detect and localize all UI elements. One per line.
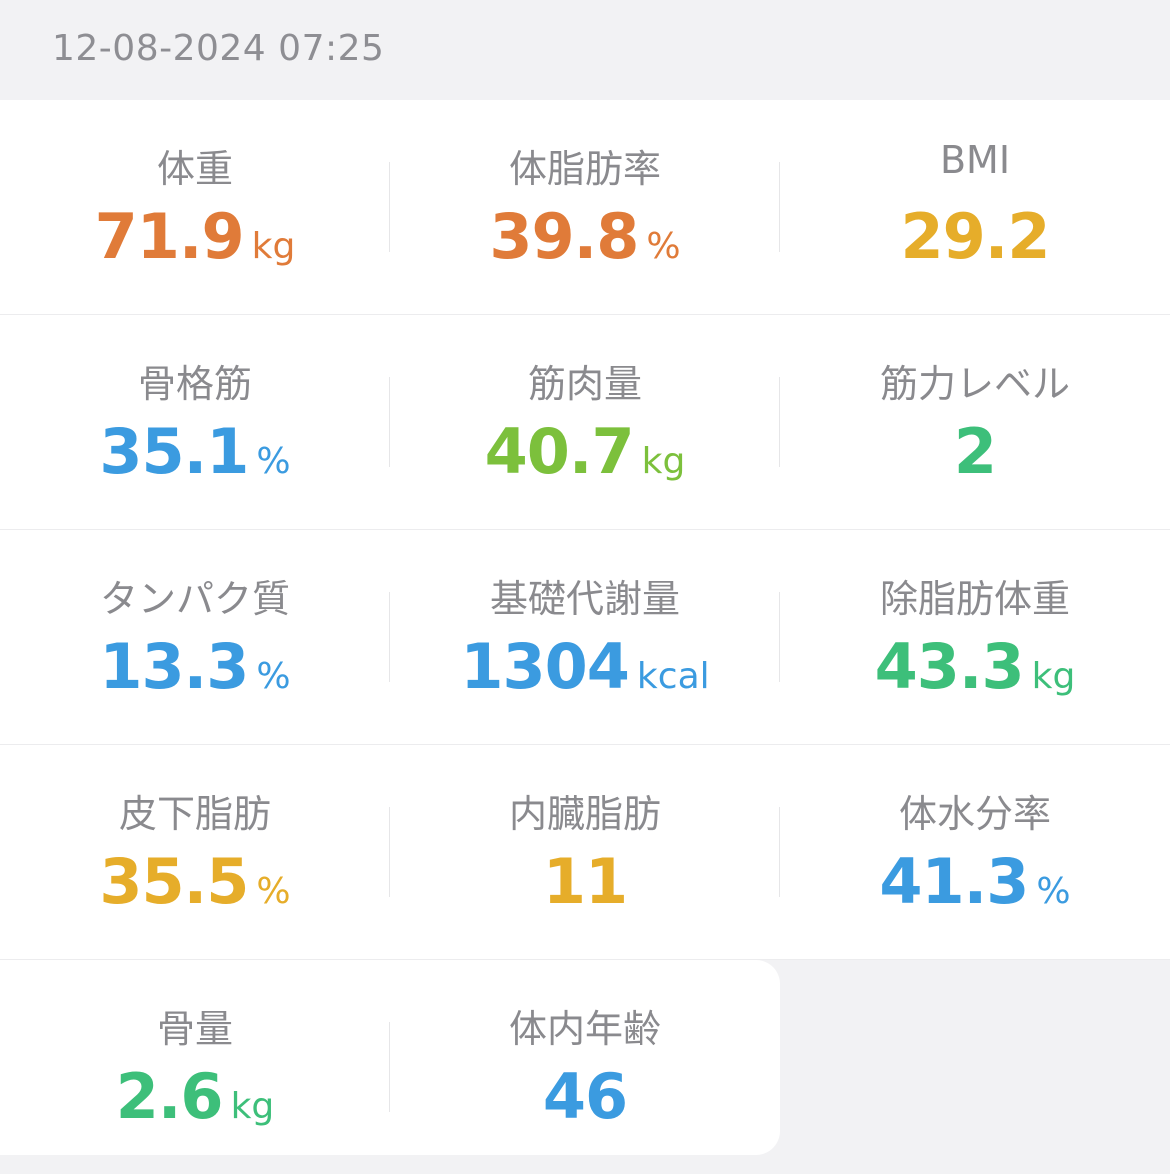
metric-unit: kcal (636, 656, 710, 697)
metric-value: 43.3 (874, 630, 1025, 703)
metric-label: 体重 (156, 147, 233, 191)
metric-label: 体水分率 (898, 792, 1051, 836)
metrics-row: タンパク質 13.3% 基礎代謝量 1304 kcal 除脂肪体重 43.3 kg (0, 530, 1170, 745)
metrics-row: 体重 71.9 kg 体脂肪率 39.8% BMI 29.2 (0, 100, 1170, 315)
metric-cell-basal-metabolism[interactable]: 基礎代謝量 1304 kcal (390, 530, 780, 744)
metric-unit: % (646, 226, 681, 267)
metric-cell-body-water[interactable]: 体水分率 41.3% (780, 745, 1170, 959)
metric-cell-body-age[interactable]: 体内年齢 46 (390, 960, 780, 1174)
metric-cell-strength-level[interactable]: 筋力レベル 2 (780, 315, 1170, 529)
metric-cell-visceral-fat[interactable]: 内臓脂肪 11 (390, 745, 780, 959)
metric-label: 体脂肪率 (508, 147, 661, 191)
metric-unit: kg (641, 441, 686, 482)
metric-value: 46 (542, 1060, 628, 1133)
metric-cell-skeletal-muscle[interactable]: 骨格筋 35.1% (0, 315, 390, 529)
metric-value: 1304 (460, 630, 630, 703)
column-divider (389, 807, 390, 897)
metric-cell-lean-body-mass[interactable]: 除脂肪体重 43.3 kg (780, 530, 1170, 744)
metric-value: 39.8 (489, 200, 639, 273)
metric-label: タンパク質 (99, 577, 290, 621)
column-divider (779, 807, 780, 897)
metric-value: 40.7 (484, 415, 635, 488)
column-divider (389, 162, 390, 252)
record-timestamp: 12-08-2024 07:25 (52, 28, 385, 69)
metric-label: BMI (939, 138, 1011, 182)
metric-unit: kg (1031, 656, 1076, 697)
column-divider (389, 377, 390, 467)
metric-value: 2.6 (115, 1060, 224, 1133)
metrics-row: 骨格筋 35.1% 筋肉量 40.7 kg 筋力レベル 2 (0, 315, 1170, 530)
metric-cell-bmi[interactable]: BMI 29.2 (780, 100, 1170, 314)
metric-value: 29.2 (900, 200, 1051, 273)
metric-unit: % (256, 441, 291, 482)
metric-label: 除脂肪体重 (879, 577, 1070, 621)
metrics-row: 皮下脂肪 35.5% 内臓脂肪 11 体水分率 41.3% (0, 745, 1170, 960)
metric-value: 35.5 (99, 845, 249, 918)
metric-unit: % (256, 871, 291, 912)
metric-value: 71.9 (94, 200, 245, 273)
metric-value: 13.3 (99, 630, 249, 703)
column-divider (389, 1022, 390, 1112)
metric-value: 41.3 (879, 845, 1029, 918)
metric-cell-bone-mass[interactable]: 骨量 2.6 kg (0, 960, 390, 1174)
metric-value: 11 (542, 845, 628, 918)
metric-label: 皮下脂肪 (118, 792, 271, 836)
metric-label: 骨量 (156, 1007, 233, 1051)
metric-cell-protein[interactable]: タンパク質 13.3% (0, 530, 390, 744)
metric-unit: % (1036, 871, 1071, 912)
record-header: 12-08-2024 07:25 (0, 0, 1170, 100)
column-divider (779, 592, 780, 682)
metric-cell-subcutaneous-fat[interactable]: 皮下脂肪 35.5% (0, 745, 390, 959)
column-divider (779, 377, 780, 467)
metric-label: 内臓脂肪 (508, 792, 661, 836)
metric-label: 骨格筋 (137, 362, 252, 406)
metric-unit: % (256, 656, 291, 697)
metric-unit: kg (251, 226, 296, 267)
metric-cell-muscle-mass[interactable]: 筋肉量 40.7 kg (390, 315, 780, 529)
metric-label: 筋肉量 (527, 362, 642, 406)
metric-label: 筋力レベル (879, 362, 1070, 406)
metric-cell-weight[interactable]: 体重 71.9 kg (0, 100, 390, 314)
metric-label: 基礎代謝量 (489, 577, 680, 621)
metrics-row: 骨量 2.6 kg 体内年齢 46 (0, 960, 780, 1155)
metric-label: 体内年齢 (508, 1007, 661, 1051)
metric-value: 35.1 (99, 415, 249, 488)
metric-value: 2 (953, 415, 997, 488)
metric-unit: kg (230, 1086, 275, 1127)
column-divider (779, 162, 780, 252)
column-divider (389, 592, 390, 682)
metric-cell-body-fat-rate[interactable]: 体脂肪率 39.8% (390, 100, 780, 314)
